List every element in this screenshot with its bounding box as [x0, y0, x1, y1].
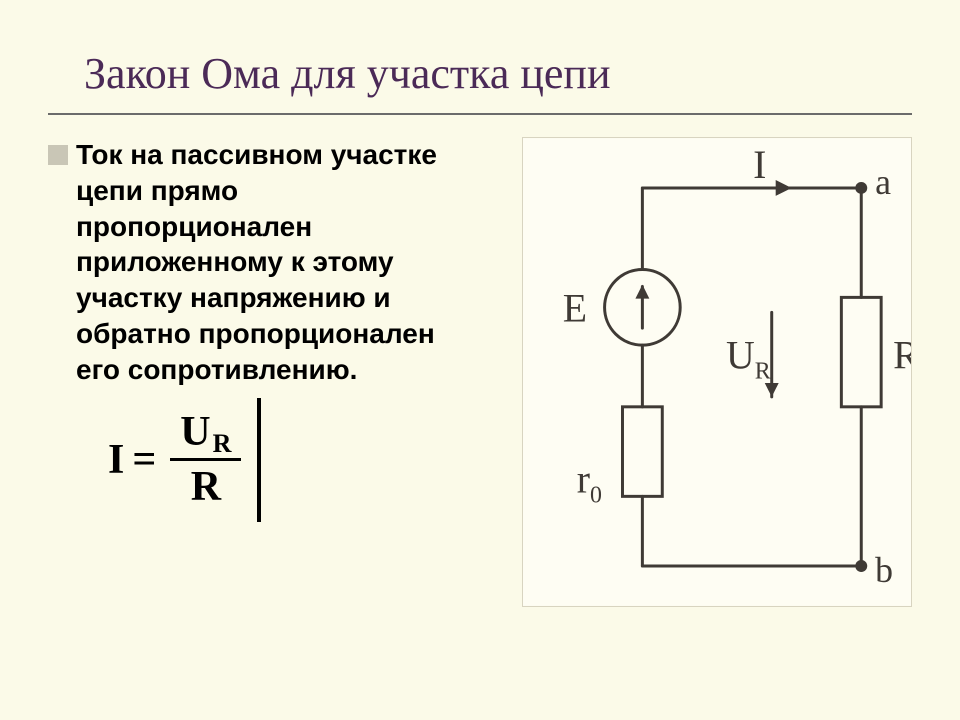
formula-denominator: R [181, 465, 231, 509]
left-column: Ток на пассивном участке цепи прямо проп… [48, 137, 471, 522]
formula-side-bar [257, 398, 261, 522]
formula-block: I = UR R [48, 398, 459, 522]
formula-num-main: U [180, 409, 210, 455]
svg-text:I: I [753, 143, 766, 187]
bullet-icon [48, 145, 68, 165]
svg-text:b: b [875, 550, 893, 590]
right-column: IabEr0RUR [471, 137, 912, 607]
svg-text:a: a [875, 162, 891, 202]
svg-text:R: R [893, 334, 911, 378]
circuit-diagram: IabEr0RUR [522, 137, 912, 607]
circuit-svg: IabEr0RUR [523, 138, 911, 606]
formula-bar [170, 458, 241, 461]
title-divider [48, 113, 912, 115]
formula-numerator: UR [170, 410, 241, 454]
body-text: Ток на пассивном участке цепи прямо проп… [76, 137, 459, 388]
bullet-row: Ток на пассивном участке цепи прямо проп… [48, 137, 459, 388]
svg-text:E: E [563, 286, 587, 330]
formula: I = UR R [108, 410, 247, 509]
formula-fraction: UR R [170, 410, 241, 509]
formula-num-sub: R [213, 429, 232, 458]
content-row: Ток на пассивном участке цепи прямо проп… [48, 137, 912, 607]
formula-eq: = [132, 436, 156, 484]
title-container: Закон Ома для участка цепи [48, 30, 912, 107]
slide: Закон Ома для участка цепи Ток на пассив… [0, 0, 960, 720]
formula-lhs: I [108, 436, 124, 484]
slide-title: Закон Ома для участка цепи [84, 30, 912, 107]
